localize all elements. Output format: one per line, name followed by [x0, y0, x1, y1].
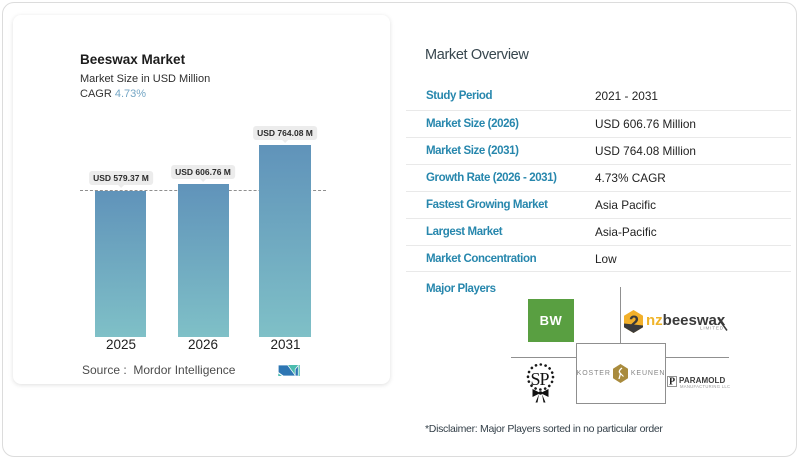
- svg-text:2: 2: [629, 313, 639, 333]
- svg-text:P: P: [669, 377, 675, 388]
